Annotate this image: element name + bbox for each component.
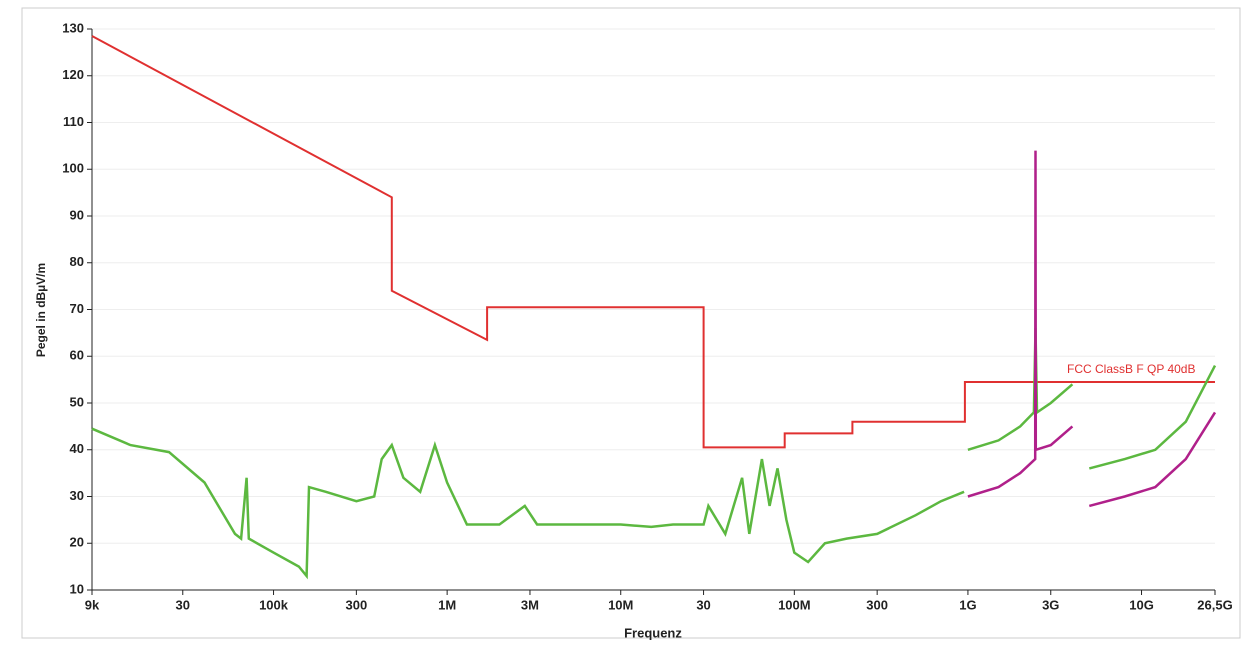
y-tick-label: 130 [62,20,84,35]
x-tick-label: 3G [1042,597,1059,612]
y-tick-label: 40 [70,441,84,456]
y-tick-label: 10 [70,581,84,596]
x-tick-label: 1M [438,597,456,612]
x-tick-label: 9k [85,597,100,612]
y-tick-label: 80 [70,254,84,269]
series-line [91,35,1215,449]
y-tick-label: 110 [63,114,84,129]
x-tick-label: 100k [259,597,289,612]
series-line [91,328,1217,580]
y-tick-label: 120 [62,67,84,82]
x-tick-label: 300 [346,597,368,612]
y-tick-label: 100 [62,161,84,176]
x-tick-label: 300 [866,597,888,612]
x-tick-label: 1G [959,597,976,612]
x-tick-label: 30 [696,597,710,612]
y-tick-label: 60 [70,348,84,363]
series-label: FCC ClassB F QP 40dB [1067,362,1195,376]
y-tick-label: 70 [70,301,84,316]
x-tick-label: 10G [1129,597,1154,612]
x-axis-label: Frequenz [624,625,682,640]
x-tick-label: 26,5G [1197,597,1232,612]
series-line [967,150,1217,508]
frame [21,7,1241,639]
x-tick-label: 100M [778,597,811,612]
y-tick-label: 30 [70,488,84,503]
y-tick-label: 20 [70,535,84,550]
y-axis-label: Pegel in dBµV/m [34,263,48,357]
x-tick-label: 10M [608,597,633,612]
x-tick-label: 3M [521,597,539,612]
y-tick-label: 50 [70,394,84,409]
x-tick-label: 30 [176,597,190,612]
y-tick-label: 90 [70,207,84,222]
